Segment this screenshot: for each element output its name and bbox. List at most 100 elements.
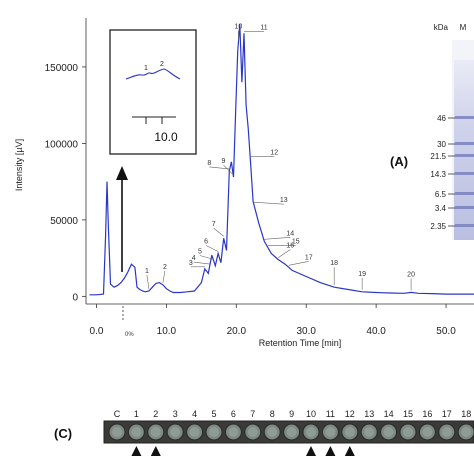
peak-label: 7	[212, 221, 216, 228]
gel-band	[455, 172, 474, 175]
peak-label: 11	[260, 24, 267, 31]
peak-label: 18	[330, 260, 338, 267]
well-center	[461, 427, 472, 437]
peak-marker-leader	[146, 274, 150, 290]
peak-label: 5	[198, 248, 202, 255]
x-tick-label: 50.0	[436, 326, 456, 337]
peak-label: 13	[280, 197, 288, 204]
x-tick-label: 10.0	[157, 326, 177, 337]
well-center	[286, 427, 297, 437]
well-label: 1	[134, 409, 139, 419]
x-tick-label: 30.0	[296, 326, 316, 337]
gel-marker-label: 30	[437, 140, 446, 149]
peak-label: 19	[358, 271, 366, 278]
well-center	[383, 427, 394, 437]
well-label: 3	[173, 409, 178, 419]
y-tick-label: 0	[72, 292, 78, 303]
gel-marker-label: 6.5	[435, 190, 447, 199]
well-label: 9	[289, 409, 294, 419]
well-label: 2	[153, 409, 158, 419]
gel-band	[455, 224, 474, 227]
well-center	[228, 427, 239, 437]
gel-lane-label: M	[460, 23, 467, 32]
gel-marker-label: 14.3	[430, 170, 446, 179]
well-center	[364, 427, 375, 437]
inset-trace	[125, 68, 181, 80]
zero-percent-annotation: 0%	[125, 332, 134, 338]
y-tick-labels: 0 50000 100000 150000	[45, 63, 79, 303]
peak-marker-leader	[264, 236, 291, 240]
well-label: 10	[306, 409, 316, 419]
gel-marker-label: 46	[437, 114, 446, 123]
well-center	[189, 427, 200, 437]
peak-marker-leader	[278, 249, 291, 258]
axis-ticks	[82, 66, 447, 308]
well-label: 6	[231, 409, 236, 419]
peak-label: 14	[286, 230, 294, 237]
well-center	[150, 427, 161, 437]
peak-label: 15	[292, 238, 300, 245]
well-marker-triangle	[150, 446, 161, 456]
well-center	[422, 427, 433, 437]
inset-arrow	[116, 166, 128, 272]
gel-marker-label: 3.4	[435, 204, 447, 213]
peak-label: 12	[270, 150, 278, 157]
x-tick-label: 40.0	[366, 326, 386, 337]
inset-frame	[109, 29, 197, 155]
gel-marker-lane	[454, 60, 474, 240]
well-label: 18	[461, 409, 471, 419]
peak-marker-leader	[213, 228, 224, 237]
well-marker-triangle	[344, 446, 355, 456]
peak-marker-leader	[193, 261, 210, 265]
inset-tick-label: 10.0	[154, 130, 178, 144]
gel-marker-list: 46 30 21.5 14.3 6.5 3.4 2.35	[430, 114, 474, 231]
well-label: 5	[211, 409, 216, 419]
well-center	[247, 427, 258, 437]
peak-marker-leader	[288, 260, 309, 266]
peak-marker-leader	[199, 255, 215, 260]
x-tick-labels: 0.0 10.0 20.0 30.0 40.0 50.0	[90, 326, 457, 337]
well-list: C 1 2 3 4 5 6 7 8 9 10 11 12 13 14 15 16 17 18	[108, 409, 474, 456]
y-tick-label: 150000	[45, 63, 79, 74]
inset-zoom: 1 2 10.0	[109, 29, 197, 155]
well-label: 11	[326, 409, 335, 419]
well-center	[306, 427, 316, 437]
panel-c-label: (C)	[54, 426, 72, 441]
well-label: 4	[192, 409, 197, 419]
peak-label: 4	[192, 255, 196, 262]
x-axis-title: Retention Time [min]	[259, 338, 342, 348]
well-label: 15	[403, 409, 413, 419]
well-center	[344, 427, 355, 437]
well-marker-triangle	[325, 446, 336, 456]
gel-band	[455, 206, 474, 209]
peak-marker-leader	[223, 164, 234, 176]
x-tick-label: 0.0	[90, 326, 104, 337]
x-tick-label: 20.0	[227, 326, 247, 337]
peak-marker-leader	[205, 245, 219, 252]
well-label: 8	[270, 409, 275, 419]
well-center	[170, 427, 181, 437]
gel-marker-label: 21.5	[430, 152, 446, 161]
well-label: 13	[364, 409, 374, 419]
chromatogram-chart: 0.0 10.0 20.0 30.0 40.0 50.0 0 50000 100000 1500…	[14, 18, 474, 348]
well-label: 17	[442, 409, 452, 419]
well-center	[441, 427, 452, 437]
well-label: 7	[250, 409, 255, 419]
well-center	[267, 427, 278, 437]
well-label: 16	[422, 409, 432, 419]
inset-peak-label-2: 2	[160, 61, 164, 68]
y-tick-label: 50000	[50, 216, 78, 227]
peak-label: 20	[407, 271, 415, 278]
peak-label: 10	[235, 23, 243, 30]
well-center	[209, 427, 219, 437]
y-tick-label: 100000	[45, 139, 79, 150]
well-label: C	[114, 409, 121, 419]
well-center	[403, 427, 413, 437]
well-marker-triangle	[131, 446, 142, 456]
y-axis-title: Intensity [µV]	[14, 139, 24, 191]
gel-panel: kDa M 46 30 21.5 14.3 6.5 3.4 2.35	[430, 23, 474, 240]
gel-band	[455, 142, 474, 145]
peak-marker-leader	[253, 201, 284, 205]
